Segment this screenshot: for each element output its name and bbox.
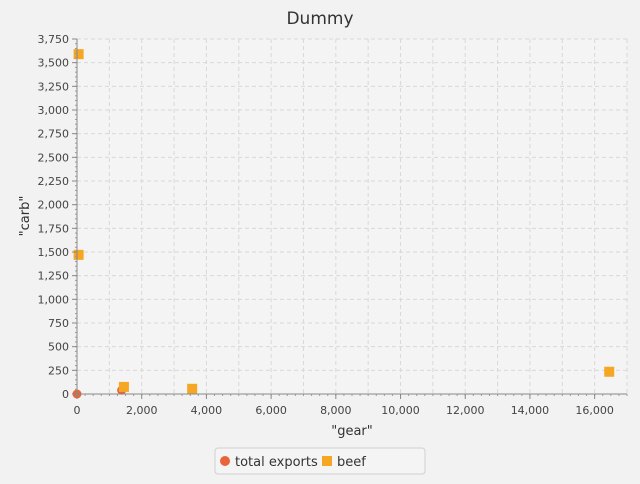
data-point-square — [118, 381, 129, 392]
y-tick-label: 3,250 — [38, 80, 70, 93]
data-point-square — [73, 249, 84, 260]
plot-area — [72, 38, 628, 399]
chart-title: Dummy — [286, 9, 353, 29]
y-tick-label: 3,750 — [38, 33, 70, 46]
x-tick-label: 10,000 — [381, 404, 420, 417]
y-tick-label: 0 — [62, 388, 69, 401]
y-tick-label: 2,750 — [38, 128, 70, 141]
y-tick-label: 3,000 — [38, 104, 70, 117]
legend-label-beef: beef — [337, 455, 366, 470]
y-tick-label: 1,000 — [38, 293, 70, 306]
y-tick-label: 2,000 — [38, 199, 70, 212]
plot-background — [77, 39, 627, 394]
x-tick-label: 4,000 — [191, 404, 223, 417]
legend: total exports beef — [214, 447, 426, 475]
x-tick-label: 2,000 — [126, 404, 158, 417]
legend-label-total-exports: total exports — [235, 455, 318, 470]
axes: 0 250 500 750 1,000 1,250 1,500 1,750 2,000 2,250… — [38, 33, 628, 417]
x-tick-label: 0 — [74, 404, 81, 417]
y-axis-label: "carb" — [18, 196, 33, 237]
y-tick-label: 2,500 — [38, 151, 70, 164]
x-tick-label: 12,000 — [446, 404, 485, 417]
data-point-square — [604, 366, 615, 377]
x-tick-label: 8,000 — [320, 404, 352, 417]
legend-box — [214, 447, 426, 475]
y-tick-label: 1,500 — [38, 246, 70, 259]
y-tick-label: 1,750 — [38, 222, 70, 235]
y-tick-label: 3,500 — [38, 57, 70, 70]
y-tick-label: 2,250 — [38, 175, 70, 188]
data-point-square — [187, 383, 198, 394]
grid-lines — [77, 38, 628, 395]
y-tick-label: 1,250 — [38, 270, 70, 283]
x-tick-label: 14,000 — [511, 404, 550, 417]
x-axis-label: "gear" — [331, 424, 373, 439]
x-tick-label: 16,000 — [575, 404, 614, 417]
y-tick-label: 750 — [48, 317, 69, 330]
legend-circle-marker-icon — [220, 456, 230, 466]
data-point-square — [73, 49, 84, 60]
y-tick-label: 250 — [48, 364, 69, 377]
x-tick-label: 6,000 — [255, 404, 287, 417]
y-tick-label: 500 — [48, 341, 69, 354]
legend-square-marker-icon — [322, 456, 332, 466]
